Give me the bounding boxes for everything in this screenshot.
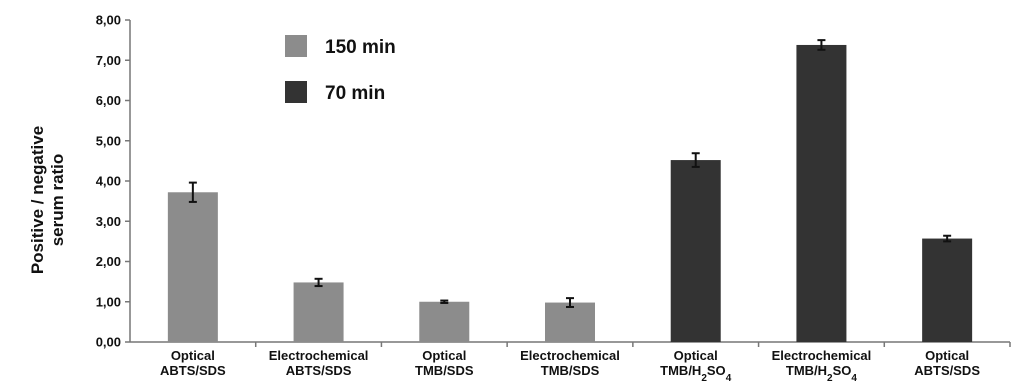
y-axis-ticks: 0,00 1,00 2,00 3,00 4,00 5,00 6,00 7,00 8,00 [96, 13, 130, 350]
legend-item-2: 70 min [285, 81, 385, 104]
x-category-label: Optical TMB/H2SO4 [660, 348, 732, 384]
legend-swatch [285, 35, 307, 57]
legend-item-1: 150 min [285, 35, 396, 58]
y-tick-label: 8,00 [96, 13, 121, 28]
y-tick-label: 5,00 [96, 133, 121, 148]
error-bars-group [188, 39, 952, 308]
error-bar-6 [817, 39, 826, 51]
bar-5 [670, 160, 721, 342]
error-bar-3 [440, 299, 449, 304]
error-bar-2 [314, 277, 323, 288]
y-tick-label: 3,00 [96, 214, 121, 229]
legend: 150 min 70 min [285, 35, 396, 104]
x-category-label: Optical ABTS/SDS [914, 348, 980, 378]
y-tick-label: 4,00 [96, 174, 121, 189]
x-category-label: Electrochemical ABTS/SDS [269, 348, 369, 378]
error-bar-4 [566, 297, 574, 308]
bars-group [167, 44, 973, 343]
y-tick-label: 1,00 [96, 294, 121, 309]
y-tick-label: 6,00 [96, 93, 121, 108]
bar-6 [796, 44, 847, 343]
bar-2 [293, 282, 344, 342]
error-bar-5 [691, 152, 700, 168]
bar-7 [922, 238, 973, 342]
x-axis-categories: Optical ABTS/SDS Electrochemical ABTS/SDS Op… [160, 342, 1011, 384]
legend-label: 70 min [325, 83, 385, 104]
x-category-label: Optical TMB/SDS [415, 348, 474, 378]
y-tick-label: 0,00 [96, 335, 121, 350]
bar-3 [419, 301, 470, 342]
y-axis-title: Positive / negativeserum ratio [28, 126, 67, 274]
error-bar-1 [188, 181, 197, 203]
x-category-label: Optical ABTS/SDS [160, 348, 226, 378]
y-axis-label: Positive / negativeserum ratio [28, 126, 67, 274]
x-category-label: Electrochemical TMB/SDS [520, 348, 620, 378]
x-category-label: Electrochemical TMB/H2SO4 [772, 348, 872, 384]
legend-swatch [285, 81, 307, 103]
y-tick-label: 7,00 [96, 53, 121, 68]
y-tick-label: 2,00 [96, 254, 121, 269]
error-bar-7 [943, 234, 952, 243]
bar-1 [167, 192, 218, 342]
bar-4 [545, 302, 595, 342]
legend-label: 150 min [325, 37, 396, 58]
